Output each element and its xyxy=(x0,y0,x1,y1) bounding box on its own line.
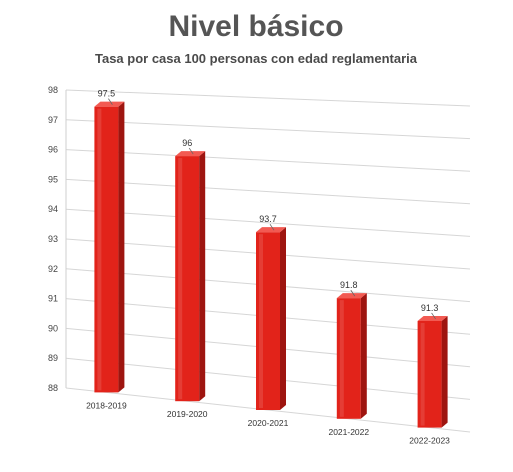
gridline xyxy=(65,178,471,205)
bar-side xyxy=(360,293,367,419)
x-tick-label: 2018-2019 xyxy=(86,400,127,410)
data-label-leader xyxy=(188,147,194,155)
y-tick-label: 95 xyxy=(48,174,58,184)
bar-top xyxy=(94,101,125,107)
data-label-leader xyxy=(108,98,113,105)
bar-highlight xyxy=(259,234,263,408)
y-tick-label: 98 xyxy=(48,85,58,95)
bar-side xyxy=(441,315,448,428)
bar-top xyxy=(336,293,367,299)
gridline xyxy=(65,89,471,107)
gridline xyxy=(65,149,471,172)
y-tick-label: 96 xyxy=(48,145,58,155)
data-label: 93.7 xyxy=(259,214,277,224)
data-label: 91.8 xyxy=(340,280,358,290)
bar-highlight xyxy=(97,108,102,391)
gridline xyxy=(65,119,471,140)
y-tick-label: 88 xyxy=(48,383,58,393)
bar xyxy=(175,156,200,402)
y-tick-label: 90 xyxy=(48,323,58,333)
bar-highlight xyxy=(420,322,425,426)
y-tick-label: 92 xyxy=(48,264,58,274)
data-label: 91.3 xyxy=(421,303,439,313)
y-tick-label: 94 xyxy=(48,204,58,214)
bar-top xyxy=(417,315,448,321)
y-tick-label: 89 xyxy=(48,353,58,363)
chart-title: Nivel básico xyxy=(168,10,343,43)
gridline xyxy=(65,208,471,237)
bar-top xyxy=(175,151,206,157)
x-tick-label: 2021-2022 xyxy=(328,427,369,437)
x-tick-label: 2020-2021 xyxy=(248,418,289,428)
bar-highlight xyxy=(339,300,344,417)
x-tick-label: 2019-2020 xyxy=(167,409,208,419)
bars: 97.5 96 93.7 91.8 91.3 xyxy=(94,89,448,428)
data-label-leader xyxy=(269,223,275,231)
bar-top xyxy=(256,227,286,233)
data-label: 96 xyxy=(182,138,192,148)
bar xyxy=(256,232,280,410)
y-axis: 88 89 90 91 92 93 94 95 96 97 98 xyxy=(48,85,58,393)
bar xyxy=(336,298,361,419)
data-label-leader xyxy=(350,289,356,297)
y-tick-label: 93 xyxy=(48,234,58,244)
y-tick-label: 97 xyxy=(48,115,58,125)
bar-highlight xyxy=(178,158,183,400)
bar-side xyxy=(199,151,206,402)
chart-subtitle: Tasa por casa 100 personas con edad regl… xyxy=(95,51,418,66)
data-label-leader xyxy=(431,312,436,320)
x-tick-label: 2022-2023 xyxy=(409,436,450,446)
bar-side xyxy=(118,101,125,393)
y-tick-label: 91 xyxy=(48,294,58,304)
data-label: 97.5 xyxy=(98,89,116,99)
bar xyxy=(94,106,119,393)
bar-side xyxy=(280,227,286,410)
bar xyxy=(417,320,442,428)
x-axis: 2018-2019 2019-2020 2020-2021 2021-2022 2022… xyxy=(86,400,450,445)
